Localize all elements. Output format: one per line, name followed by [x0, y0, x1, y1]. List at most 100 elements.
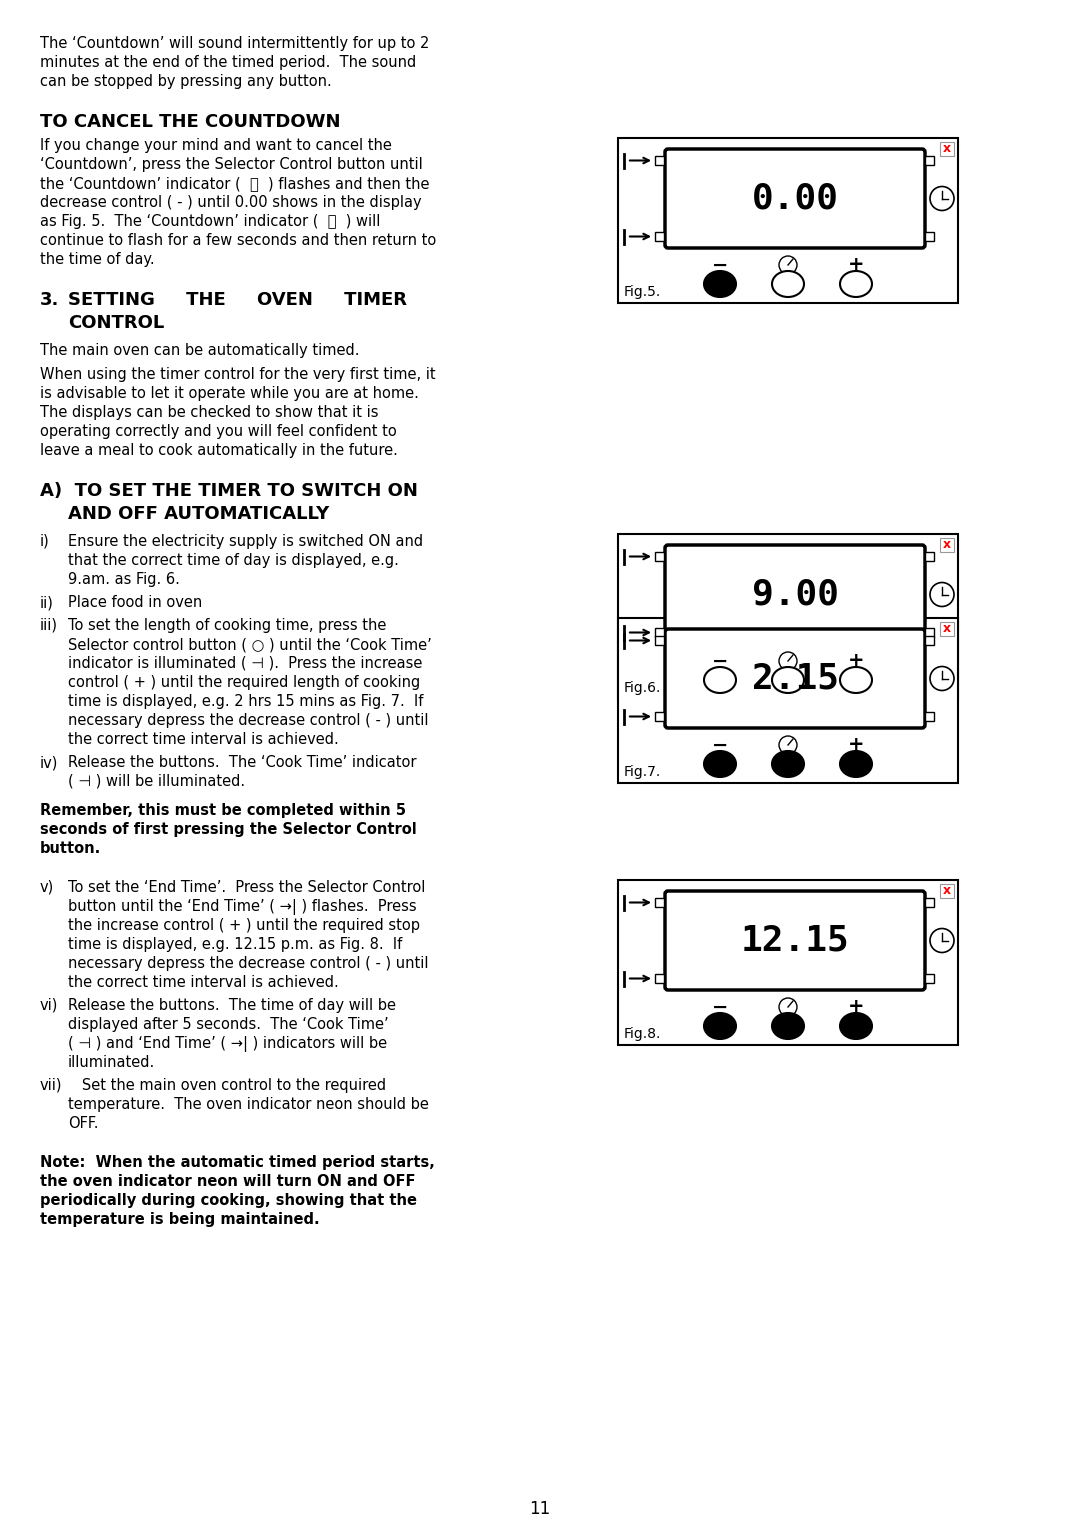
- Text: 9.00: 9.00: [752, 578, 838, 611]
- Ellipse shape: [704, 1013, 735, 1039]
- Bar: [654, 898, 664, 908]
- Ellipse shape: [772, 750, 804, 778]
- Text: Note:  When the automatic timed period starts,: Note: When the automatic timed period st…: [40, 1155, 435, 1170]
- Text: iii): iii): [40, 617, 58, 633]
- Text: the correct time interval is achieved.: the correct time interval is achieved.: [68, 975, 339, 990]
- Text: can be stopped by pressing any button.: can be stopped by pressing any button.: [40, 73, 332, 89]
- Bar: [618, 880, 958, 1045]
- FancyBboxPatch shape: [665, 891, 924, 990]
- Bar: [940, 622, 954, 636]
- Circle shape: [930, 666, 954, 691]
- Circle shape: [930, 582, 954, 607]
- Text: +: +: [848, 998, 864, 1016]
- Text: +: +: [848, 735, 864, 755]
- Text: decrease control ( - ) until 0.00 shows in the display: decrease control ( - ) until 0.00 shows …: [40, 196, 421, 209]
- Text: 0.00: 0.00: [752, 182, 838, 215]
- Text: time is displayed, e.g. 2 hrs 15 mins as Fig. 7.  If: time is displayed, e.g. 2 hrs 15 mins as…: [68, 694, 423, 709]
- Bar: [654, 552, 664, 561]
- Text: x: x: [943, 538, 951, 552]
- Text: temperature.  The oven indicator neon should be: temperature. The oven indicator neon sho…: [68, 1097, 429, 1112]
- Bar: [924, 712, 934, 721]
- FancyBboxPatch shape: [665, 150, 924, 248]
- Text: vi): vi): [40, 998, 58, 1013]
- Ellipse shape: [772, 668, 804, 694]
- Text: 2.15: 2.15: [752, 662, 838, 695]
- Text: Fig.7.: Fig.7.: [624, 766, 661, 779]
- Bar: [924, 156, 934, 165]
- Text: CONTROL: CONTROL: [68, 313, 164, 332]
- Text: AND OFF AUTOMATICALLY: AND OFF AUTOMATICALLY: [68, 504, 329, 523]
- Circle shape: [779, 736, 797, 753]
- Bar: [924, 232, 934, 241]
- Text: Fig.5.: Fig.5.: [624, 286, 661, 299]
- Bar: [654, 636, 664, 645]
- Text: seconds of first pressing the Selector Control: seconds of first pressing the Selector C…: [40, 822, 417, 837]
- Circle shape: [930, 929, 954, 952]
- Text: If you change your mind and want to cancel the: If you change your mind and want to canc…: [40, 138, 392, 153]
- Circle shape: [779, 998, 797, 1016]
- FancyBboxPatch shape: [665, 545, 924, 643]
- Text: button.: button.: [40, 840, 102, 856]
- Text: leave a meal to cook automatically in the future.: leave a meal to cook automatically in th…: [40, 443, 397, 458]
- Text: i): i): [40, 533, 50, 549]
- Text: Ensure the electricity supply is switched ON and: Ensure the electricity supply is switche…: [68, 533, 423, 549]
- Text: The displays can be checked to show that it is: The displays can be checked to show that…: [40, 405, 378, 420]
- Bar: [654, 712, 664, 721]
- Ellipse shape: [840, 750, 872, 778]
- Text: Set the main oven control to the required: Set the main oven control to the require…: [68, 1077, 387, 1093]
- Text: v): v): [40, 880, 54, 895]
- Text: time is displayed, e.g. 12.15 p.m. as Fig. 8.  If: time is displayed, e.g. 12.15 p.m. as Fi…: [68, 937, 402, 952]
- Text: SETTING     THE     OVEN     TIMER: SETTING THE OVEN TIMER: [68, 290, 407, 309]
- Text: 3.: 3.: [40, 290, 59, 309]
- Bar: [618, 138, 958, 303]
- Text: displayed after 5 seconds.  The ‘Cook Time’: displayed after 5 seconds. The ‘Cook Tim…: [68, 1018, 389, 1031]
- Text: 11: 11: [529, 1500, 551, 1517]
- Bar: [940, 538, 954, 552]
- Text: temperature is being maintained.: temperature is being maintained.: [40, 1212, 320, 1227]
- Bar: [654, 973, 664, 983]
- Text: as Fig. 5.  The ‘Countdown’ indicator (  ⧖  ) will: as Fig. 5. The ‘Countdown’ indicator ( ⧖…: [40, 214, 380, 229]
- Text: −: −: [712, 998, 728, 1016]
- Bar: [924, 973, 934, 983]
- Text: the increase control ( + ) until the required stop: the increase control ( + ) until the req…: [68, 918, 420, 934]
- Text: 12.15: 12.15: [741, 923, 849, 958]
- Text: Fig.6.: Fig.6.: [624, 681, 661, 695]
- Ellipse shape: [704, 750, 735, 778]
- Text: Place food in oven: Place food in oven: [68, 594, 202, 610]
- Text: the correct time interval is achieved.: the correct time interval is achieved.: [68, 732, 339, 747]
- Ellipse shape: [840, 668, 872, 694]
- Text: Release the buttons.  The ‘Cook Time’ indicator: Release the buttons. The ‘Cook Time’ ind…: [68, 755, 417, 770]
- Text: periodically during cooking, showing that the: periodically during cooking, showing tha…: [40, 1193, 417, 1209]
- Ellipse shape: [840, 1013, 872, 1039]
- Ellipse shape: [772, 270, 804, 296]
- Text: To set the ‘End Time’.  Press the Selector Control: To set the ‘End Time’. Press the Selecto…: [68, 880, 426, 895]
- Text: vii): vii): [40, 1077, 63, 1093]
- Text: the ‘Countdown’ indicator (  ⧖  ) flashes and then the: the ‘Countdown’ indicator ( ⧖ ) flashes …: [40, 176, 430, 191]
- Text: Release the buttons.  The time of day will be: Release the buttons. The time of day wil…: [68, 998, 396, 1013]
- Text: +: +: [848, 255, 864, 275]
- Text: OFF.: OFF.: [68, 1115, 98, 1131]
- Ellipse shape: [772, 1013, 804, 1039]
- Text: control ( + ) until the required length of cooking: control ( + ) until the required length …: [68, 675, 420, 691]
- Text: ii): ii): [40, 594, 54, 610]
- Circle shape: [779, 257, 797, 274]
- FancyBboxPatch shape: [665, 630, 924, 727]
- Bar: [654, 156, 664, 165]
- Text: The main oven can be automatically timed.: The main oven can be automatically timed…: [40, 342, 360, 358]
- Text: illuminated.: illuminated.: [68, 1054, 156, 1070]
- Text: −: −: [712, 651, 728, 671]
- Bar: [924, 628, 934, 637]
- Bar: [654, 628, 664, 637]
- Text: ( ⊣ ) and ‘End Time’ ( →| ) indicators will be: ( ⊣ ) and ‘End Time’ ( →| ) indicators w…: [68, 1036, 387, 1051]
- Text: ‘Countdown’, press the Selector Control button until: ‘Countdown’, press the Selector Control …: [40, 157, 422, 173]
- Bar: [940, 142, 954, 156]
- Circle shape: [779, 652, 797, 669]
- Text: necessary depress the decrease control ( - ) until: necessary depress the decrease control (…: [68, 714, 429, 727]
- Text: To set the length of cooking time, press the: To set the length of cooking time, press…: [68, 617, 387, 633]
- Ellipse shape: [704, 668, 735, 694]
- Text: operating correctly and you will feel confident to: operating correctly and you will feel co…: [40, 423, 396, 439]
- Bar: [940, 885, 954, 898]
- Text: continue to flash for a few seconds and then return to: continue to flash for a few seconds and …: [40, 232, 436, 248]
- Text: A)  TO SET THE TIMER TO SWITCH ON: A) TO SET THE TIMER TO SWITCH ON: [40, 481, 418, 500]
- Text: 9.am. as Fig. 6.: 9.am. as Fig. 6.: [68, 571, 180, 587]
